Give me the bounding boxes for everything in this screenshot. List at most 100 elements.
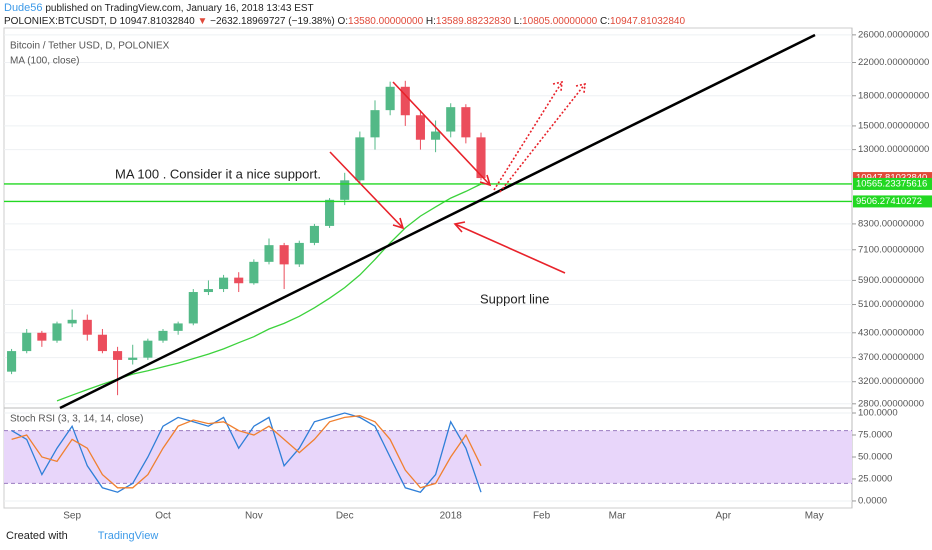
- level-label: 10565.23375616: [856, 178, 927, 189]
- candle-body: [234, 277, 244, 284]
- chart: Sep Oct Nov Dec 2018 Feb Mar Apr May 26000.000000…: [3, 27, 932, 522]
- candle-body: [173, 323, 183, 331]
- publish-line: Dude56 published on TradingView.com, Jan…: [4, 2, 685, 15]
- candle-body: [219, 277, 229, 290]
- series-line: [11, 412, 482, 493]
- ticker-line: POLONIEX:BTCUSDT, D 10947.81032840 ▼ −26…: [4, 15, 685, 28]
- candle-body: [67, 319, 77, 324]
- ohlc-value: 10805.00000000: [522, 16, 598, 27]
- candle-body: [203, 289, 213, 293]
- y-tick-label: 75.0000: [858, 430, 892, 441]
- x-tick-label: Dec: [336, 511, 354, 522]
- candle-body: [52, 323, 62, 341]
- dotted-arrow: [499, 83, 586, 193]
- y-tick-label: 2800.00000000: [858, 398, 924, 409]
- red-arrow: [392, 81, 491, 186]
- candle-body: [400, 86, 410, 116]
- y-tick-label: 5900.00000000: [858, 275, 924, 286]
- candle-body: [309, 225, 319, 243]
- y-tick-label: 100.0000: [858, 408, 898, 419]
- y-tick-label: 25.0000: [858, 473, 892, 484]
- footer: Created with TradingView: [6, 530, 158, 542]
- red-arrow: [329, 151, 404, 229]
- created-with: Created with: [6, 530, 68, 542]
- y-tick-label: 22000.00000000: [858, 57, 929, 68]
- level-box: [853, 195, 932, 208]
- x-tick-label: Feb: [533, 511, 551, 522]
- candle-body: [461, 107, 471, 138]
- published: published on TradingView.com, January 16…: [45, 3, 314, 14]
- arrow-head: [575, 82, 586, 94]
- candle-body: [279, 245, 289, 265]
- series-line: [11, 415, 482, 489]
- y-tick-label: 13000.00000000: [858, 144, 929, 155]
- annotation: Support line: [480, 291, 549, 306]
- plot: Sep Oct Nov Dec 2018 Feb Mar Apr May 26000.000000…: [4, 29, 932, 522]
- author[interactable]: Dude56: [4, 2, 43, 14]
- y-tick-label: 4300.00000000: [858, 327, 924, 338]
- y-tick-label: 50.0000: [858, 452, 892, 463]
- candle-body: [294, 242, 304, 265]
- support-trendline: [59, 33, 816, 410]
- x-tick-label: May: [805, 511, 824, 522]
- ohlc-label: C:: [599, 16, 610, 27]
- x-tick-label: Nov: [245, 511, 263, 522]
- y-tick-label: 7100.00000000: [858, 244, 924, 255]
- projection-arrows: [493, 80, 586, 193]
- arrow-head: [453, 221, 466, 233]
- candle-body: [370, 110, 380, 138]
- candle-body: [113, 351, 123, 360]
- level-box: [853, 177, 932, 190]
- series-line: [56, 183, 482, 402]
- ohlc-value: 13589.88232830: [435, 16, 511, 27]
- y-tick-label: 3200.00000000: [858, 376, 924, 387]
- x-tick-label: Mar: [609, 511, 627, 522]
- ohlc-value: 10947.81032840: [609, 16, 686, 27]
- ohlc-value: 13580.00000000: [348, 16, 424, 27]
- x-tick-label: 2018: [440, 511, 463, 522]
- candle-body: [340, 180, 350, 200]
- ohlc: O:13580.00000000 H:13589.88232830 L:1080…: [337, 16, 685, 27]
- candle-body: [7, 351, 17, 372]
- candle-body: [264, 245, 274, 262]
- arrow: ▼: [197, 16, 208, 27]
- y-tick-label: 3700.00000000: [858, 352, 924, 363]
- candle-body: [249, 261, 259, 284]
- ohlc-label: O:: [337, 16, 349, 27]
- band: [4, 430, 852, 484]
- candle-body: [37, 332, 47, 341]
- candle-body: [325, 199, 335, 226]
- red-arrow: [454, 223, 566, 274]
- arrow-head: [552, 80, 563, 92]
- change: −2632.18969727 (−19.38%): [210, 16, 335, 27]
- candle-body: [385, 86, 395, 111]
- symbol: POLONIEX:BTCUSDT, D: [4, 16, 117, 27]
- candle-body: [415, 115, 425, 140]
- brand[interactable]: TradingView: [97, 530, 159, 542]
- dotted-arrow: [493, 81, 563, 191]
- x-tick-label: Oct: [155, 511, 171, 522]
- y-tick-label: 26000.00000000: [858, 29, 929, 40]
- y-tick-label: 0.0000: [858, 495, 887, 506]
- x-tick-label: Apr: [716, 511, 732, 522]
- annotation-arrows: [329, 80, 586, 274]
- level-label: 9506.27410272: [856, 196, 922, 207]
- chart-title: Stoch RSI (3, 3, 14, 14, close): [10, 414, 143, 425]
- candle-body: [22, 332, 32, 352]
- last-price: 10947.81032840: [119, 16, 195, 27]
- x-tick-label: Sep: [63, 511, 81, 522]
- candle-body: [158, 330, 168, 341]
- ohlc-label: L:: [513, 16, 523, 27]
- candle-body: [143, 340, 153, 358]
- candle-body: [431, 131, 441, 140]
- y-tick-label: 18000.00000000: [858, 90, 929, 101]
- candle-body: [128, 357, 138, 360]
- ohlc-label: H:: [425, 16, 436, 27]
- arrow-head: [392, 217, 405, 230]
- annotation: MA 100 . Consider it a nice support.: [115, 166, 321, 181]
- legend-entry: MA (100, close): [10, 56, 79, 67]
- y-tick-label: 15000.00000000: [858, 120, 929, 131]
- header: Dude56 published on TradingView.com, Jan…: [4, 2, 685, 28]
- candle-body: [188, 292, 198, 324]
